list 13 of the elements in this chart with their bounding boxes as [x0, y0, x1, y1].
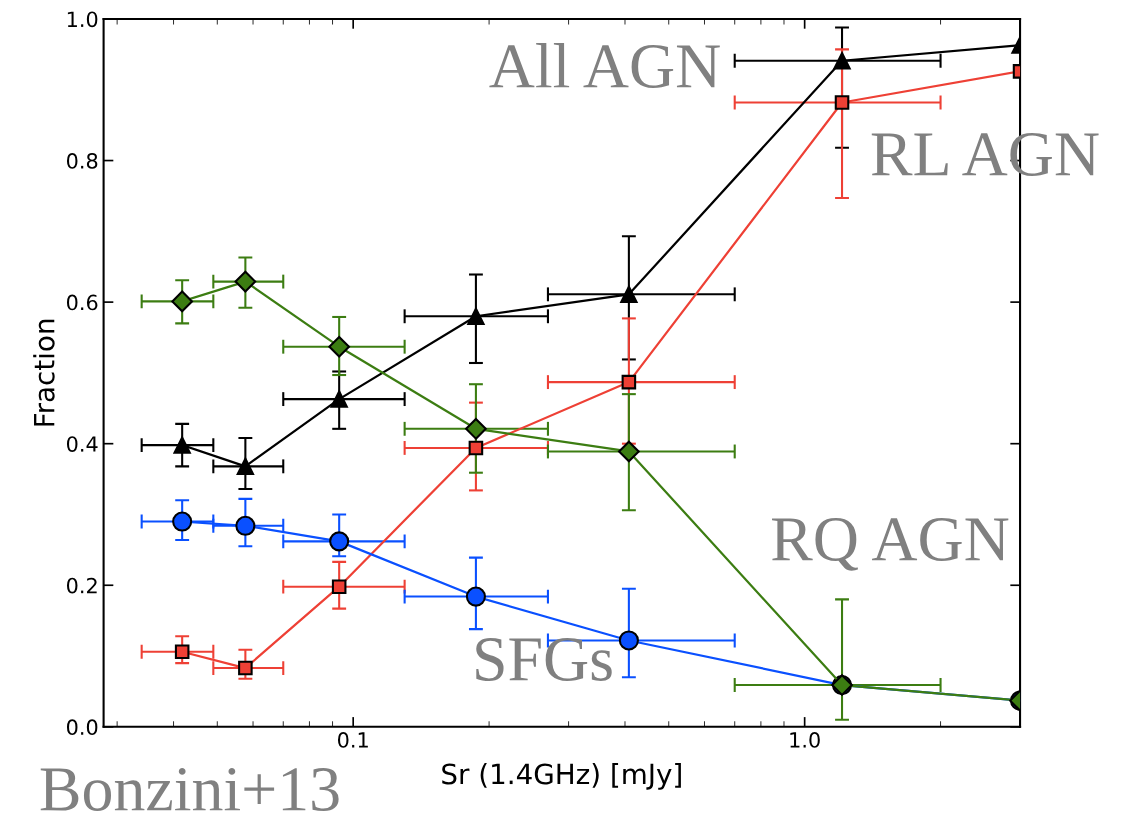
text: Bonzini+13 — [40, 768, 339, 811]
legend-label: All AGN — [489, 43, 720, 88]
x-axis-title: Sr (1.4GHz) [mJy] — [442, 762, 681, 790]
y-axis-title: Fraction — [33, 319, 55, 426]
y-tick-label: 1.0 — [67, 11, 98, 28]
series-label: SFGs — [476, 638, 612, 681]
legend-label: RQ AGN — [772, 518, 1009, 571]
y-tick-label: 0.6 — [66, 294, 98, 311]
y-tick-label: 0.2 — [66, 577, 97, 594]
y-tick-label: 0.0 — [66, 719, 98, 736]
x-tick-label: 0.1 — [338, 732, 368, 748]
y-tick-label: 0.4 — [66, 436, 98, 452]
y-tick-label: 0.8 — [66, 153, 98, 169]
